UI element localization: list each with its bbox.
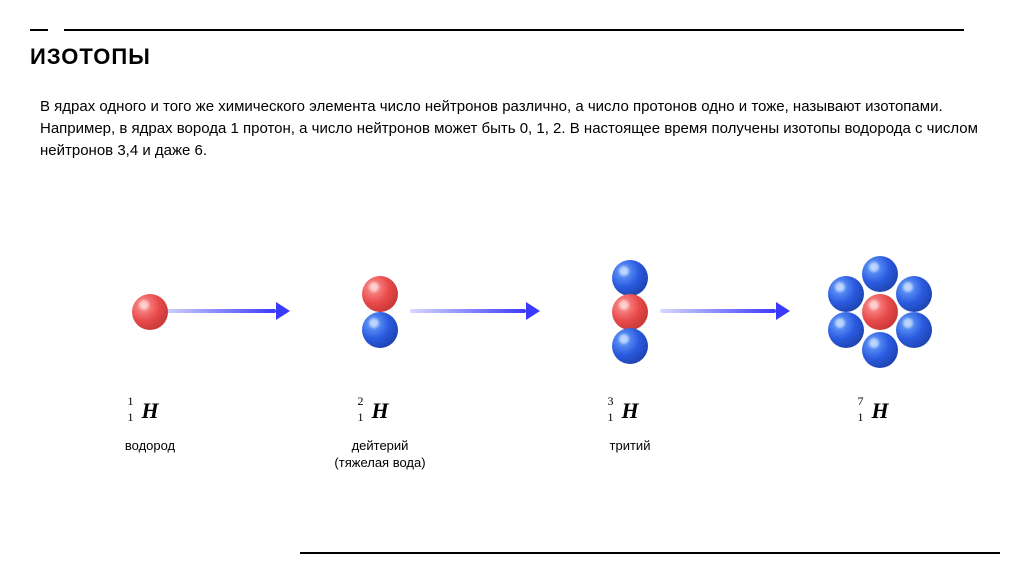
element-symbol: H — [621, 398, 638, 423]
nucleus — [540, 240, 720, 390]
neutron-icon — [896, 312, 932, 348]
neutron-icon — [862, 256, 898, 292]
nuclide-notation: 71H — [871, 398, 888, 424]
neutron-icon — [612, 328, 648, 364]
isotope-protium: 11Hводород — [60, 240, 240, 455]
proton-icon — [612, 294, 648, 330]
neutron-icon — [612, 260, 648, 296]
bottom-rule — [300, 552, 1000, 554]
neutron-icon — [896, 276, 932, 312]
atomic-number: 1 — [857, 410, 863, 425]
mass-number: 2 — [357, 394, 363, 409]
atomic-number: 1 — [607, 410, 613, 425]
header-dash-icon — [30, 29, 48, 31]
mass-number: 1 — [127, 394, 133, 409]
header-line-icon — [64, 29, 964, 31]
neutron-icon — [862, 332, 898, 368]
neutron-icon — [828, 312, 864, 348]
isotope-label: дейтерий(тяжелая вода) — [290, 438, 470, 472]
proton-icon — [132, 294, 168, 330]
page-title: ИЗОТОПЫ — [30, 44, 151, 70]
isotope-tritium: 31Hтритий — [540, 240, 720, 455]
neutron-icon — [828, 276, 864, 312]
nuclide-notation: 31H — [621, 398, 638, 424]
proton-icon — [362, 276, 398, 312]
isotope-deuterium: 21Hдейтерий(тяжелая вода) — [290, 240, 470, 472]
proton-icon — [862, 294, 898, 330]
atomic-number: 1 — [127, 410, 133, 425]
atomic-number: 1 — [357, 410, 363, 425]
mass-number: 7 — [857, 394, 863, 409]
isotope-diagram: 11Hводород21Hдейтерий(тяжелая вода)31Hтр… — [0, 240, 1024, 500]
nucleus — [790, 240, 970, 390]
mass-number: 3 — [607, 394, 613, 409]
element-symbol: H — [141, 398, 158, 423]
header-bar — [30, 25, 1000, 43]
nuclide-notation: 21H — [371, 398, 388, 424]
element-symbol: H — [871, 398, 888, 423]
element-symbol: H — [371, 398, 388, 423]
nucleus — [290, 240, 470, 390]
description-text: В ядрах одного и того же химического эле… — [40, 96, 984, 161]
isotope-h7: 71H — [790, 240, 970, 424]
isotope-label: тритий — [540, 438, 720, 455]
nuclide-notation: 11H — [141, 398, 158, 424]
neutron-icon — [362, 312, 398, 348]
nucleus — [60, 240, 240, 390]
isotope-label: водород — [60, 438, 240, 455]
